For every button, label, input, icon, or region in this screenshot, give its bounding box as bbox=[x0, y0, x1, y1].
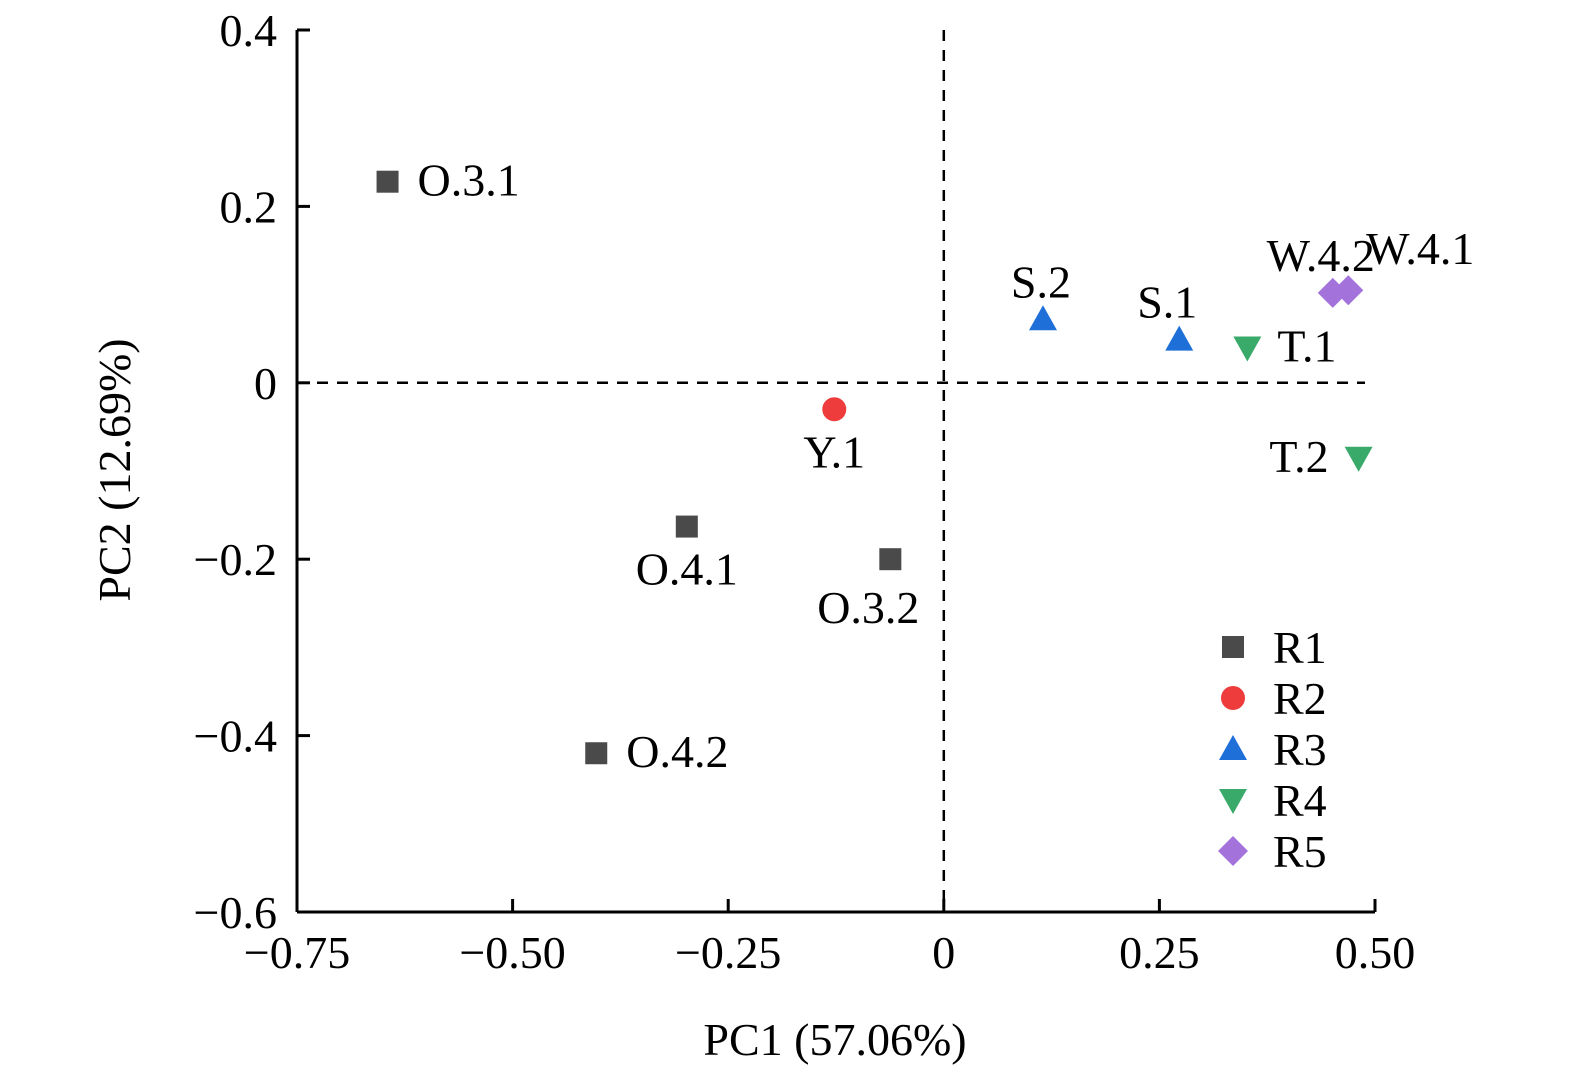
point-label-t-1: T.1 bbox=[1277, 321, 1336, 372]
point-label-o-3-1: O.3.1 bbox=[418, 155, 520, 206]
legend-marker-r2 bbox=[1221, 686, 1245, 710]
point-label-t-2: T.2 bbox=[1269, 431, 1328, 482]
y-tick-label: 0.2 bbox=[220, 181, 278, 232]
x-tick-label: 0 bbox=[932, 927, 955, 978]
point-label-o-4-2: O.4.2 bbox=[626, 726, 728, 777]
x-tick-label: −0.50 bbox=[459, 927, 565, 978]
legend-label-r5: R5 bbox=[1273, 826, 1327, 877]
data-point-o-3-1 bbox=[376, 170, 399, 193]
legend-label-r3: R3 bbox=[1273, 724, 1327, 775]
data-point-labels: O.3.1 O.4.1 O.3.2 O.4.2 Y.1 S.2 S.1 T.1 T.2 W.4.2… bbox=[418, 155, 1475, 778]
data-points bbox=[376, 170, 1373, 765]
data-point-s-1 bbox=[1165, 325, 1194, 351]
point-label-s-2: S.2 bbox=[1011, 256, 1071, 307]
x-axis-title: PC1 (57.06%) bbox=[703, 1014, 966, 1065]
reference-lines bbox=[297, 30, 1365, 912]
point-label-w-4-1: W.4.1 bbox=[1366, 223, 1474, 274]
data-point-w-4-1 bbox=[1333, 275, 1364, 306]
legend-label-r2: R2 bbox=[1273, 673, 1327, 724]
legend-label-r1: R1 bbox=[1273, 622, 1327, 673]
x-axis-ticks: −0.75 −0.50 −0.25 0 0.25 0.50 bbox=[244, 899, 1415, 978]
legend-marker-r3 bbox=[1219, 735, 1247, 760]
x-tick-label: −0.75 bbox=[244, 927, 350, 978]
axes bbox=[295, 30, 1375, 914]
y-axis-ticks: 0.4 0.2 0 −0.2 −0.4 −0.6 bbox=[194, 5, 310, 938]
point-label-y-1: Y.1 bbox=[803, 426, 865, 477]
x-tick-label: 0.25 bbox=[1119, 927, 1200, 978]
point-label-s-1: S.1 bbox=[1137, 277, 1197, 328]
data-point-s-2 bbox=[1028, 305, 1057, 331]
y-tick-label: −0.4 bbox=[194, 711, 277, 762]
legend-marker-r5 bbox=[1218, 836, 1248, 866]
data-point-t-1 bbox=[1233, 336, 1262, 362]
legend-marker-r1 bbox=[1222, 636, 1244, 658]
point-label-o-3-2: O.3.2 bbox=[817, 582, 919, 633]
y-tick-label: 0.4 bbox=[220, 5, 278, 56]
y-tick-label: −0.6 bbox=[194, 887, 277, 938]
data-point-y-1 bbox=[822, 397, 847, 422]
legend-label-r4: R4 bbox=[1273, 775, 1327, 826]
legend-marker-r4 bbox=[1219, 789, 1247, 814]
y-axis-title: PC2 (12.69%) bbox=[89, 338, 140, 601]
point-label-w-4-2: W.4.2 bbox=[1267, 230, 1375, 281]
y-tick-label: 0 bbox=[254, 358, 277, 409]
x-tick-label: 0.50 bbox=[1335, 927, 1416, 978]
y-tick-label: −0.2 bbox=[194, 534, 277, 585]
data-point-o-3-2 bbox=[879, 548, 902, 571]
data-point-o-4-2 bbox=[585, 742, 608, 765]
data-point-t-2 bbox=[1344, 446, 1373, 472]
x-tick-label: −0.25 bbox=[675, 927, 781, 978]
data-point-o-4-1 bbox=[675, 515, 698, 538]
point-label-o-4-1: O.4.1 bbox=[636, 544, 738, 595]
